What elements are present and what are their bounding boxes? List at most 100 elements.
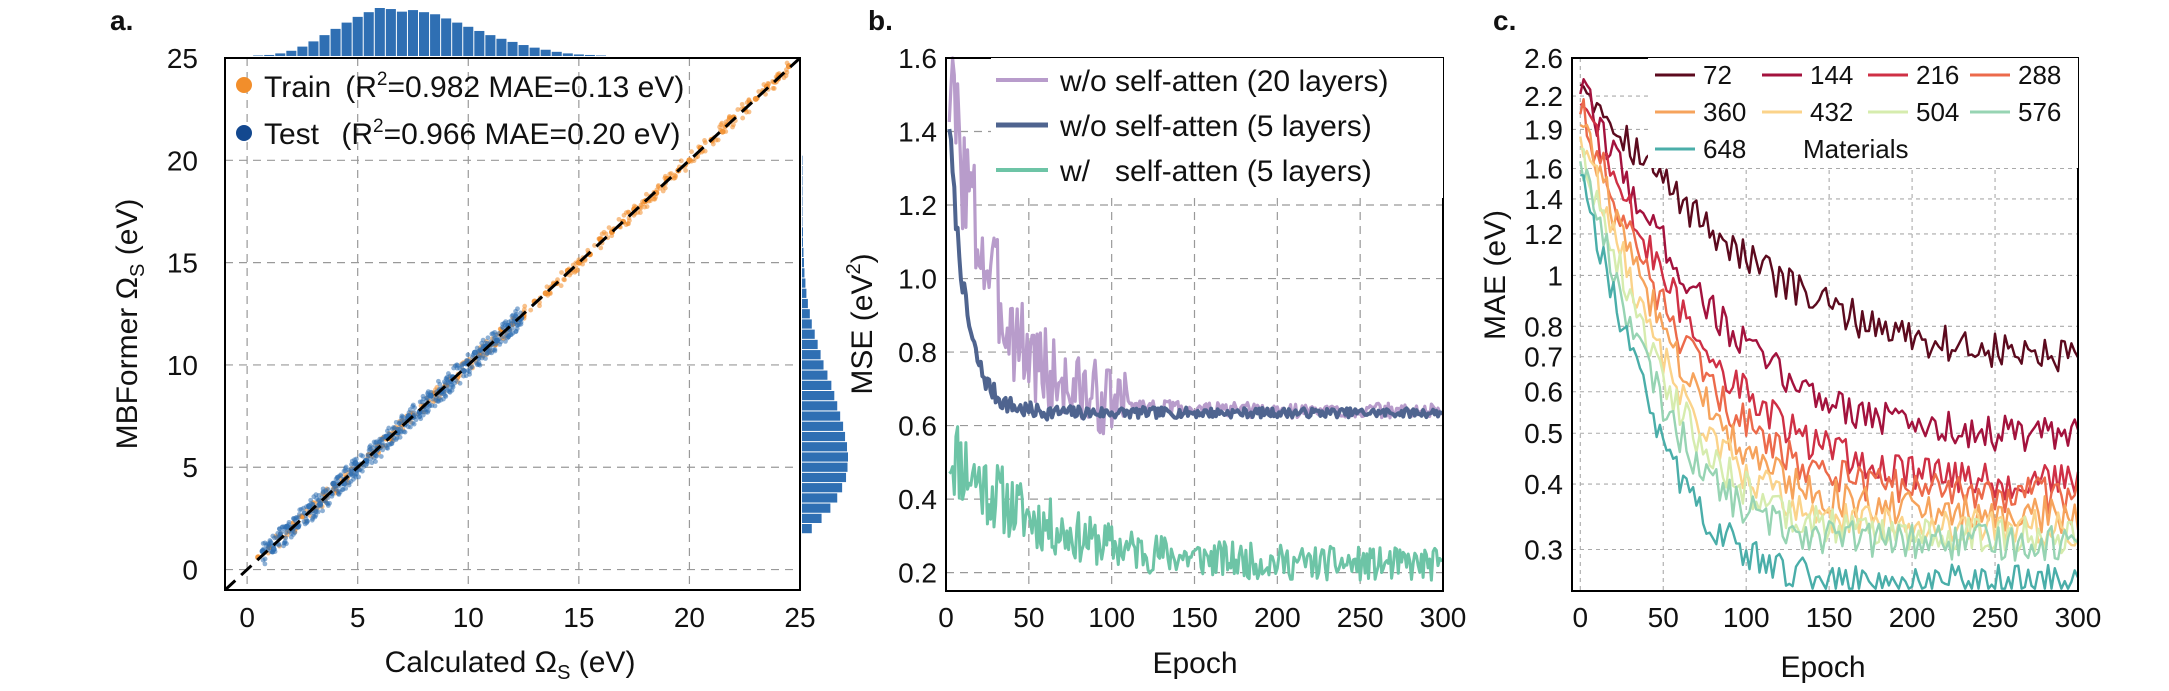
legend-marker-train: [236, 77, 252, 93]
histogram-bar: [802, 493, 838, 503]
data-point: [320, 486, 326, 492]
legend-suffix: Materials: [1803, 134, 1908, 164]
data-point: [373, 459, 378, 464]
data-point: [561, 277, 567, 282]
y-tick-label: 1.9: [1524, 114, 1563, 145]
data-point: [352, 473, 358, 478]
y-tick-label: 1.6: [1524, 154, 1563, 185]
y-tick-label: 0.6: [898, 411, 937, 442]
data-point: [380, 447, 386, 453]
data-point: [302, 521, 308, 527]
histogram-bar: [584, 54, 595, 56]
histogram-bar: [297, 46, 308, 56]
data-point: [445, 383, 451, 389]
data-point: [637, 210, 643, 215]
data-point: [436, 398, 442, 404]
legend-marker-test: [236, 125, 252, 141]
data-point: [464, 358, 470, 363]
histogram-bar: [802, 380, 832, 390]
data-point: [449, 387, 455, 393]
data-point: [465, 352, 471, 358]
histogram-bar: [802, 462, 848, 472]
legend-values: =0.966 MAE=0.20 eV): [384, 118, 681, 151]
data-point: [662, 175, 668, 181]
data-point: [292, 530, 298, 535]
data-point: [735, 107, 741, 112]
data-point: [784, 60, 790, 66]
data-point: [644, 204, 650, 209]
data-point: [352, 457, 357, 463]
marginal-histogram-top: [253, 8, 606, 57]
data-point: [502, 322, 508, 328]
data-point: [295, 515, 301, 521]
histogram-bar: [802, 278, 806, 288]
x-tick-labels-a: 0 5 10 15 20 25: [239, 602, 815, 633]
data-point: [537, 303, 542, 309]
histogram-bar: [264, 54, 275, 56]
data-point: [411, 409, 417, 415]
x-tick-label: 150: [1806, 602, 1853, 633]
y-axis-label-b: MSE (eV2): [843, 253, 879, 394]
legend-entry-train: Train (R2=0.982 MAE=0.13 eV): [264, 69, 684, 104]
data-point: [514, 322, 520, 328]
series-line: [1580, 173, 2080, 590]
data-point: [491, 335, 497, 341]
data-point: [503, 338, 508, 344]
data-point: [327, 500, 332, 506]
x-axis-label-b: Epoch: [1152, 647, 1237, 680]
legend-a: Train (R2=0.982 MAE=0.13 eV) Test (R2=0.9…: [236, 69, 684, 151]
data-point: [288, 534, 294, 540]
x-tick-label: 100: [1088, 602, 1135, 633]
data-point: [411, 421, 417, 427]
y-tick-label: 25: [167, 43, 198, 74]
data-point: [390, 426, 395, 432]
data-point: [479, 340, 485, 346]
x-tick-label: 0: [239, 602, 255, 633]
histogram-bar: [802, 268, 805, 278]
data-point: [573, 260, 579, 266]
y-tick-label: 0.4: [1524, 469, 1563, 500]
data-point: [598, 245, 604, 251]
x-axis-label-a: Calculated ΩS (eV): [385, 646, 636, 684]
data-point: [437, 381, 443, 387]
data-point: [575, 267, 581, 273]
data-point: [493, 332, 499, 338]
data-point: [417, 399, 423, 405]
y-tick-label: 0.3: [1524, 535, 1563, 566]
data-point: [349, 462, 354, 467]
y-tick-label: 1.6: [898, 43, 937, 74]
data-point: [626, 218, 632, 224]
data-point: [343, 464, 349, 470]
x-tick-label: 250: [1337, 602, 1384, 633]
marginal-histogram-right: [802, 155, 848, 534]
data-point: [268, 540, 274, 546]
data-point: [455, 363, 461, 368]
histogram-bar: [385, 9, 396, 56]
data-point: [343, 485, 349, 491]
histogram-bar: [802, 298, 808, 309]
data-point: [315, 503, 321, 508]
y-tick-labels-a: 0 5 10 15 20 25: [167, 43, 198, 586]
y-tick-label: 5: [182, 452, 198, 483]
grid-a: [225, 57, 801, 590]
data-point: [463, 373, 469, 379]
data-point: [342, 468, 348, 474]
histogram-bar: [441, 18, 452, 56]
data-point: [555, 277, 560, 283]
y-tick-label: 0.8: [898, 337, 937, 368]
data-point: [346, 480, 352, 486]
data-point: [528, 307, 534, 313]
x-tick-label: 100: [1723, 602, 1770, 633]
data-point: [311, 494, 317, 500]
y-tick-label: 1.0: [898, 264, 937, 295]
histogram-bar: [802, 247, 804, 257]
histogram-bar: [595, 55, 606, 56]
histogram-bar: [407, 10, 419, 56]
histogram-bar: [374, 8, 385, 56]
data-point: [616, 216, 622, 222]
y-tick-label: 0.5: [1524, 418, 1563, 449]
y-tick-label: 0.4: [898, 484, 937, 515]
data-point: [518, 321, 524, 327]
histogram-bar: [551, 51, 562, 56]
data-point: [397, 420, 402, 426]
